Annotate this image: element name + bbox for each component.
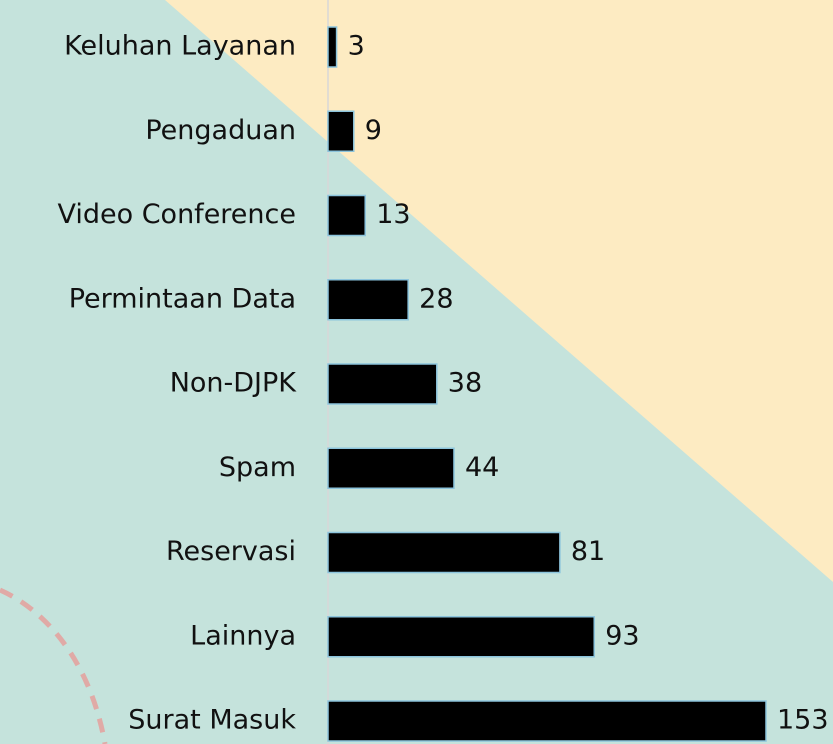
category-label: Surat Masuk — [128, 705, 296, 736]
value-label: 3 — [348, 31, 365, 62]
category-label: Reservasi — [166, 536, 296, 567]
value-label: 81 — [571, 536, 605, 567]
bar — [327, 700, 767, 742]
value-label: 38 — [448, 368, 482, 399]
category-label: Video Conference — [57, 199, 296, 230]
bar — [327, 194, 366, 237]
value-label: 28 — [419, 283, 453, 314]
category-label: Keluhan Layanan — [64, 31, 296, 62]
category-label: Non-DJPK — [170, 368, 298, 399]
bar — [327, 110, 355, 152]
category-label: Spam — [219, 452, 296, 483]
value-label: 44 — [465, 452, 499, 483]
category-label: Pengaduan — [145, 115, 296, 146]
category-label: Lainnya — [190, 620, 296, 651]
value-label: 9 — [365, 115, 382, 146]
value-label: 93 — [605, 620, 639, 651]
bar — [327, 26, 338, 68]
value-label: 153 — [777, 705, 829, 736]
bar — [327, 363, 438, 405]
category-label: Permintaan Data — [69, 283, 296, 314]
bar — [327, 531, 561, 574]
value-label: 13 — [376, 199, 410, 230]
bar — [327, 616, 595, 658]
bar — [327, 447, 455, 489]
bar — [327, 279, 409, 321]
decorative-arc — [0, 587, 108, 744]
